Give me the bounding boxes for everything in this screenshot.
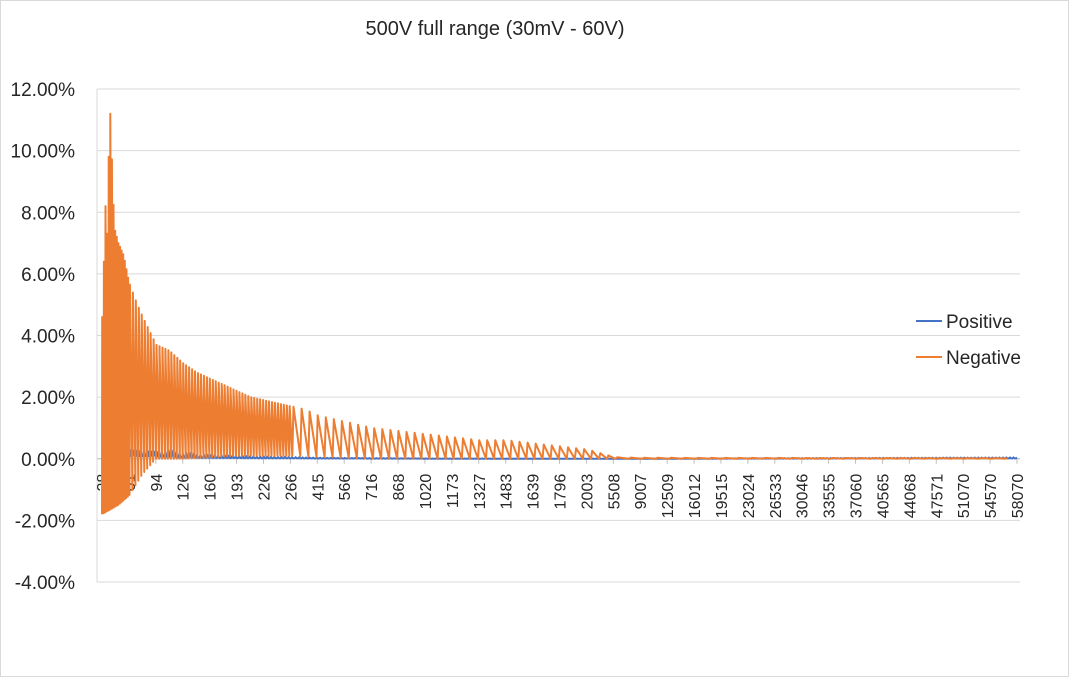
y-tick-label: 12.00% [11, 80, 76, 101]
x-tick-label: 160 [203, 474, 220, 501]
x-tick-label: 1796 [553, 474, 570, 510]
legend-label: Negative [946, 348, 1021, 369]
y-tick-label: 0.00% [21, 450, 75, 471]
x-tick-label: 54570 [983, 474, 1000, 519]
x-tick-label: 40565 [875, 474, 892, 519]
x-tick-label: 226 [256, 474, 273, 501]
x-tick-label: 16012 [687, 474, 704, 519]
y-tick-label: 4.00% [21, 327, 75, 348]
x-tick-label: 26533 [768, 474, 785, 519]
x-tick-label: 1327 [472, 474, 489, 510]
x-tick-label: 23024 [741, 474, 758, 519]
legend: Positive Negative [916, 312, 1021, 369]
series-line-negative [101, 112, 1008, 515]
legend-label: Positive [946, 312, 1013, 333]
x-tick-label: 1483 [499, 474, 516, 510]
x-tick-label: 2003 [579, 474, 596, 510]
x-tick-label: 58070 [1010, 474, 1027, 519]
y-tick-label: -2.00% [15, 511, 75, 532]
x-tick-label: 9007 [633, 474, 650, 510]
x-tick-label: 47571 [929, 474, 946, 519]
x-tick-label: 868 [391, 474, 408, 501]
x-tick-label: 266 [283, 474, 300, 501]
y-tick-label: 2.00% [21, 388, 75, 409]
x-tick-label: 94 [149, 474, 166, 492]
y-tick-label: 6.00% [21, 265, 75, 286]
x-tick-label: 37060 [849, 474, 866, 519]
x-tick-label: 19515 [714, 474, 731, 519]
x-tick-label: 1639 [526, 474, 543, 510]
x-tick-label: 5508 [606, 474, 623, 510]
y-tick-label: -4.00% [15, 573, 75, 594]
x-tick-label: 51070 [956, 474, 973, 519]
x-tick-label: 1020 [418, 474, 435, 510]
chart-title: 500V full range (30mV - 60V) [365, 18, 624, 40]
y-tick-label: 8.00% [21, 203, 75, 224]
x-tick-label: 1173 [445, 474, 462, 509]
x-tick-label: 716 [364, 474, 381, 501]
x-tick-label: 33555 [822, 474, 839, 519]
x-tick-label: 566 [337, 474, 354, 501]
series-lines [101, 112, 1018, 515]
x-tick-label: 415 [310, 474, 327, 501]
x-tick-label: 12509 [660, 474, 677, 519]
x-tick-label: 126 [176, 474, 193, 501]
x-axis: 28 61 94 126 160 193 226 266 415 566 716 868 1020 117… [95, 458, 1027, 519]
x-tick-label: 44068 [902, 474, 919, 519]
grid-lines [97, 88, 1020, 583]
x-tick-label: 30046 [795, 474, 812, 519]
x-tick-label: 193 [230, 474, 247, 501]
y-tick-label: 10.00% [11, 142, 76, 163]
y-axis: -4.00% -2.00% 0.00% 2.00% 4.00% 6.00% 8.00% 10.… [11, 80, 98, 594]
